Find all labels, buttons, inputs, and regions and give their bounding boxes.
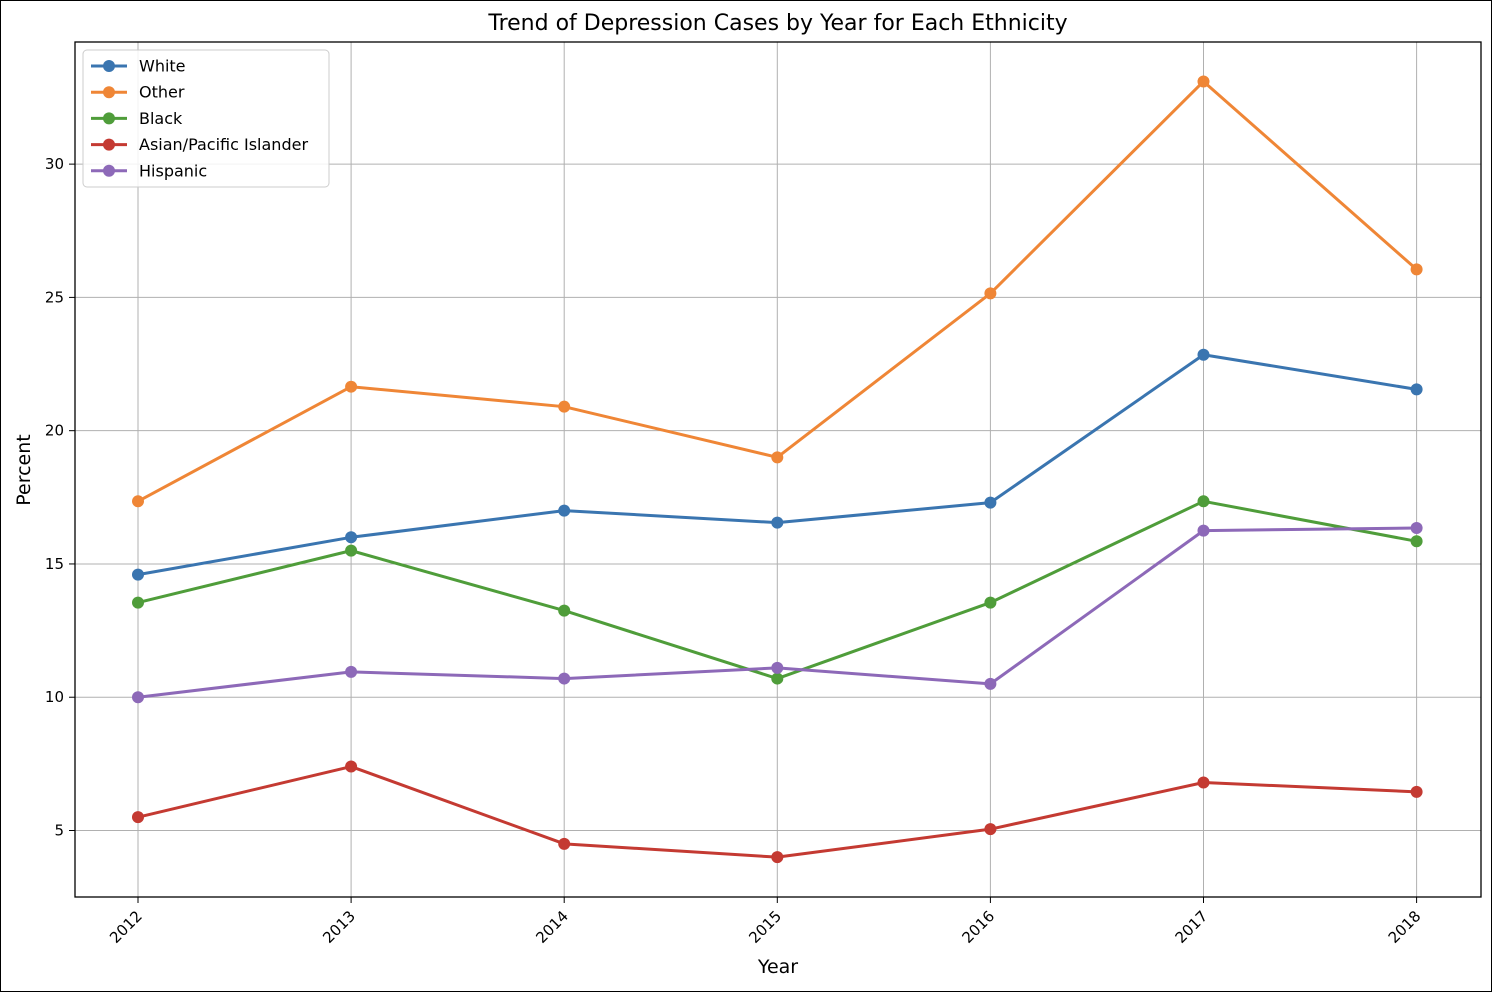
legend-box	[82, 49, 330, 188]
data-point	[132, 495, 144, 508]
legend-swatch-marker	[103, 86, 115, 99]
data-point	[771, 661, 784, 674]
legend-label: Asian/Pacific Islander	[139, 135, 308, 154]
data-point	[1410, 263, 1423, 276]
data-point	[558, 672, 571, 685]
data-point	[558, 604, 571, 617]
data-point	[132, 596, 144, 609]
x-tick-label: 2017	[1172, 907, 1212, 947]
series-hispanic	[132, 521, 1423, 704]
data-point	[771, 516, 784, 529]
data-point	[1410, 383, 1423, 396]
data-point	[558, 400, 571, 413]
data-point	[1197, 75, 1210, 88]
series-asian-pacific-islander	[132, 760, 1423, 864]
y-tick-label: 15	[45, 555, 64, 573]
x-tick-label: 2015	[745, 907, 785, 947]
data-point	[984, 287, 997, 300]
ticks: 2012 2013 2014 2015 2016 2017 2018 5 10 15 20 25 30	[45, 155, 1425, 947]
data-point	[1197, 776, 1210, 789]
data-point	[345, 665, 358, 678]
x-tick-label: 2014	[532, 907, 572, 947]
data-point	[345, 544, 358, 557]
legend-swatch-marker	[103, 60, 115, 72]
y-tick-label: 30	[45, 155, 64, 173]
data-point	[771, 851, 784, 864]
chart-title: Trend of Depression Cases by Year for Ea…	[487, 11, 1067, 36]
y-tick-label: 25	[45, 288, 64, 306]
y-tick-label: 20	[45, 422, 64, 440]
y-axis-label: Percent	[13, 434, 35, 506]
x-axis-label: Year	[757, 956, 798, 978]
legend: White Other Black Asian/Pacific Islander His…	[82, 49, 330, 188]
data-point	[132, 811, 144, 824]
legend-label: Hispanic	[139, 161, 207, 180]
series-layer	[132, 75, 1423, 864]
x-tick-label: 2018	[1385, 907, 1425, 947]
data-point	[984, 677, 997, 690]
data-point	[1197, 348, 1210, 361]
legend-swatch-marker	[103, 164, 115, 177]
data-point	[984, 823, 997, 836]
x-tick-label: 2013	[319, 907, 359, 947]
data-point	[558, 837, 571, 850]
data-point	[345, 380, 358, 393]
data-point	[345, 760, 358, 773]
series-black	[132, 495, 1423, 685]
data-point	[771, 451, 784, 464]
data-point	[1410, 535, 1423, 548]
legend-label: Other	[139, 83, 185, 102]
legend-label: Black	[139, 109, 183, 128]
data-point	[1197, 524, 1210, 537]
data-point	[1410, 785, 1423, 798]
series-white	[132, 348, 1423, 581]
y-tick-label: 5	[54, 822, 64, 840]
y-tick-label: 10	[45, 688, 64, 706]
legend-label: White	[139, 57, 186, 76]
data-point	[345, 531, 358, 544]
data-point	[132, 691, 144, 704]
data-point	[771, 672, 784, 685]
data-point	[984, 496, 997, 509]
series-other	[132, 75, 1423, 508]
x-tick-label: 2016	[958, 907, 998, 947]
data-point	[132, 568, 144, 581]
plot-area-border	[74, 41, 1482, 898]
data-point	[1197, 495, 1210, 508]
legend-swatch-marker	[103, 112, 115, 125]
data-point	[558, 504, 571, 517]
data-point	[984, 596, 997, 609]
legend-swatch-marker	[103, 138, 115, 151]
data-point	[1410, 521, 1423, 534]
x-tick-label: 2012	[106, 907, 146, 947]
